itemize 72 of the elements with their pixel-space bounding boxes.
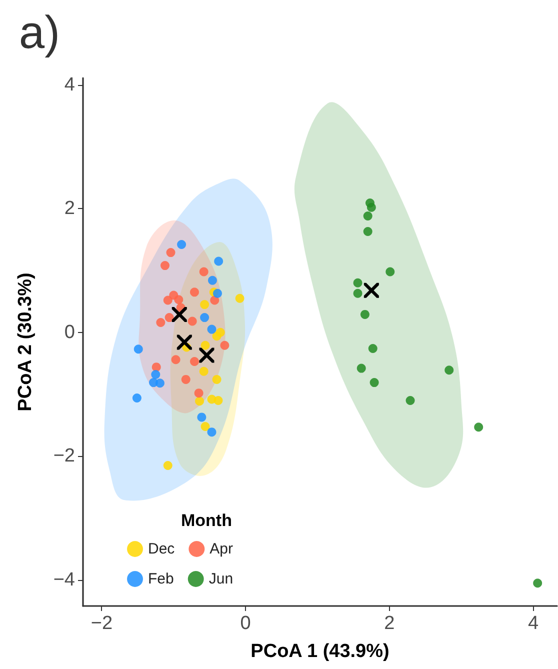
point (220, 340, 230, 350)
point (188, 316, 197, 326)
point (444, 366, 454, 375)
point (152, 362, 161, 372)
point (368, 344, 378, 353)
y-tick-label: −4 (53, 570, 76, 590)
point (163, 296, 172, 305)
legend-title: Month (181, 511, 232, 530)
x-tick-label: 0 (240, 613, 251, 634)
point (132, 394, 142, 403)
point (208, 276, 217, 285)
point (207, 428, 216, 437)
legend-label: Dec (148, 540, 176, 558)
point (134, 344, 143, 354)
legend-label: Feb (148, 570, 174, 588)
point (353, 278, 362, 288)
point (166, 248, 176, 258)
y-tick-label: 2 (64, 198, 75, 220)
point (235, 294, 244, 303)
point (200, 422, 210, 431)
point (151, 370, 160, 379)
point (213, 288, 222, 298)
point (174, 295, 184, 304)
point (353, 288, 362, 298)
point (199, 348, 214, 363)
point (216, 328, 225, 337)
x-tick-label: −2 (90, 613, 113, 634)
point (474, 422, 484, 432)
y-tick-label: 4 (64, 74, 76, 96)
x-tick-label: 4 (528, 613, 539, 634)
point (195, 396, 204, 406)
point (363, 212, 372, 221)
point (406, 396, 415, 405)
point (370, 378, 379, 388)
point (177, 240, 186, 250)
point (212, 374, 222, 384)
point (190, 357, 199, 366)
point (386, 267, 395, 276)
point (200, 340, 210, 350)
y-tick-label: 0 (64, 322, 75, 343)
point (364, 282, 379, 298)
y-tick-label: −2 (53, 446, 75, 467)
point (200, 313, 210, 322)
point (156, 318, 166, 327)
point (356, 364, 366, 373)
point (199, 366, 208, 376)
y-axis-title: PCoA 2 (30.3%) (15, 272, 36, 412)
point (360, 310, 370, 319)
point (164, 313, 174, 322)
x-axis-title: PCoA 1 (43.9%) (250, 641, 390, 662)
point (197, 412, 206, 422)
point (199, 267, 208, 276)
legend-label: Apr (210, 540, 234, 558)
point (190, 288, 199, 297)
point (163, 460, 172, 470)
point (366, 202, 376, 212)
x-tick-label: 2 (384, 613, 395, 634)
point (200, 300, 210, 310)
point (176, 334, 192, 350)
point (533, 578, 542, 588)
point (194, 388, 204, 398)
point (155, 378, 164, 388)
point (160, 261, 170, 270)
point (171, 355, 180, 364)
point (214, 256, 224, 266)
point (214, 396, 223, 405)
point (207, 324, 216, 334)
point (181, 374, 190, 384)
point (172, 306, 187, 322)
point (363, 227, 372, 236)
legend-label: Jun (208, 570, 234, 588)
chart-title: a) (19, 6, 60, 58)
